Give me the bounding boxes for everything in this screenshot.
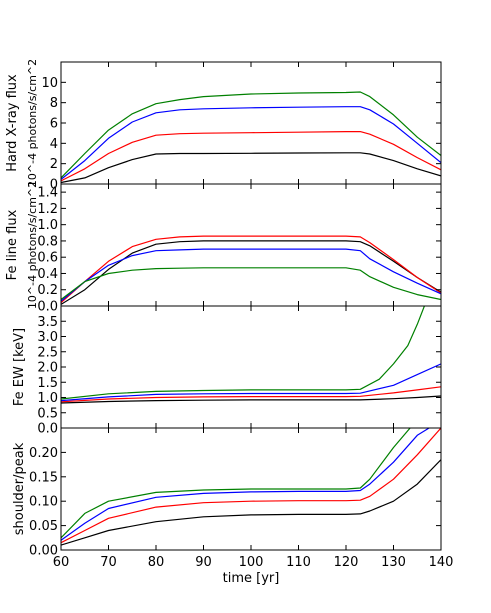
x-axis-label: time [yr] [223,571,280,586]
y-tick-label: 2.0 [37,361,58,376]
y-axis-unit: 10^-4 photons/s/cm^2 [26,181,39,309]
y-tick-label: 0.10 [29,495,58,510]
y-tick-label: 1.5 [37,376,58,391]
y-tick-label: 0 [50,178,58,193]
y-tick-label: 1.2 [37,202,58,217]
y-axis-label: Fe line flux [5,209,20,280]
x-tick-label: 80 [148,555,165,570]
y-tick-label: 0.05 [29,519,58,534]
series-line-red [61,428,441,544]
x-tick-label: 140 [429,555,454,570]
x-tick-label: 70 [100,555,117,570]
y-tick-label: 4 [50,137,58,152]
series-line-blue [61,248,441,302]
x-tick-label: 60 [53,555,70,570]
x-tick-label: 110 [286,555,311,570]
series-line-blue [61,106,441,180]
series-line-black [61,152,441,184]
y-tick-label: 0.8 [37,234,58,249]
x-tick-label: 130 [381,555,406,570]
y-axis-label: shoulder/peak [12,442,27,535]
y-tick-label: 2 [50,157,58,172]
series-line-green [61,306,425,400]
y-tick-label: 3.0 [37,330,58,345]
y-tick-label: 1.0 [37,391,58,406]
y-axis-label: Hard X-ray flux [5,74,20,172]
y-tick-label: 0.5 [37,406,58,421]
y-tick-label: 3.5 [37,315,58,330]
y-tick-label: 1.0 [37,218,58,233]
y-axis-unit: 10^-4 photons/s/cm^2 [26,59,39,187]
y-tick-label: 0.00 [29,544,58,559]
y-tick-label: 0.6 [37,251,58,266]
y-tick-label: 8 [50,96,58,111]
panel-frame [60,183,442,307]
series-line-red [61,131,441,182]
panel-1: 0 2 4 6 8 10 Hard X-ray flux 10^-4 photons/s/cm… [5,59,442,193]
series-line-red [61,386,441,403]
series-line-black [61,459,441,546]
y-tick-label: 0.2 [37,283,58,298]
x-tick-label: 90 [195,555,212,570]
y-tick-label: 0.20 [29,446,58,461]
series-line-red [61,235,441,304]
x-tick-label: 100 [239,555,264,570]
series-line-green [61,91,441,179]
y-tick-label: 0.15 [29,470,58,485]
y-tick-label: 6 [50,117,58,132]
x-tick-label: 120 [334,555,359,570]
series-line-blue [61,363,441,402]
series-line-black [61,240,441,305]
y-tick-label: 0.0 [37,300,58,315]
y-tick-label: 1.4 [37,186,58,201]
panel-2: 0.0 0.20.40.6 0.81.01.21.4 Fe line flux 10^-… [5,181,442,315]
panel-frame [60,305,442,429]
y-tick-label: 10 [41,76,58,91]
series-line-black [61,395,441,404]
y-tick-label: 0.0 [37,422,58,437]
y-tick-label: 0.4 [37,267,58,282]
y-tick-label: 2.5 [37,345,58,360]
panel-3: 0.00.51.01.52.02.53.03.5 Fe EW [keV] [12,305,442,437]
y-axis-label: Fe EW [keV] [12,328,27,406]
series-line-blue [61,428,430,541]
series-line-green [61,428,411,539]
series-line-green [61,267,441,301]
